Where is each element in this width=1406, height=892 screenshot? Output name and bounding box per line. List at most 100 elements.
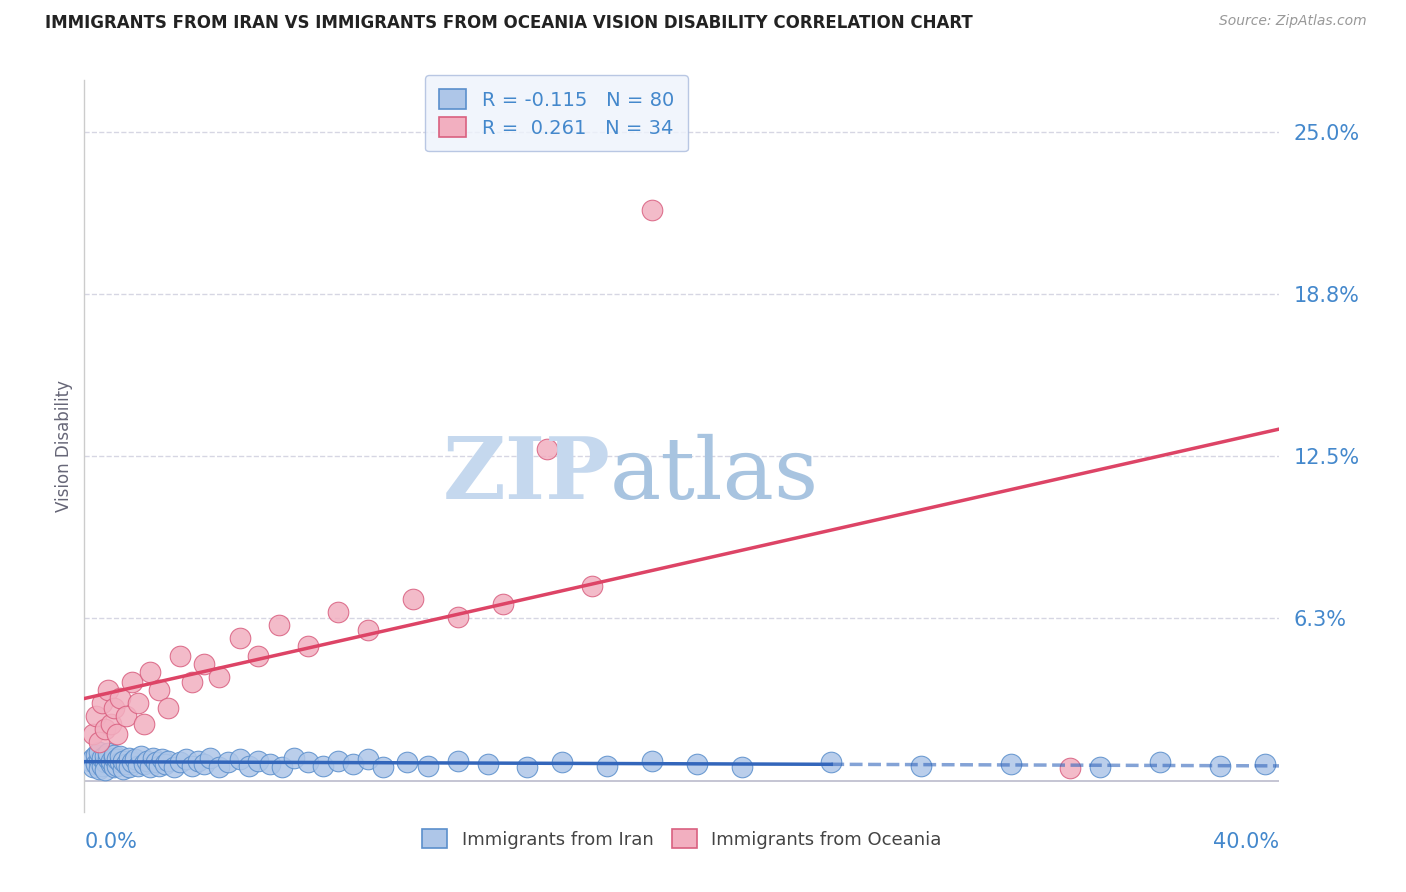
Point: [115, 756, 138, 771]
Point: [270, 760, 292, 774]
Point: [100, 754, 122, 768]
Point: [118, 760, 141, 774]
Point: [198, 751, 221, 765]
Point: [86, 756, 108, 771]
Point: [283, 751, 305, 765]
Text: Source: ZipAtlas.com: Source: ZipAtlas.com: [1219, 14, 1367, 29]
Point: [181, 758, 204, 772]
Point: [94, 763, 117, 777]
Point: [127, 696, 149, 710]
Point: [357, 623, 380, 637]
Point: [82, 751, 104, 765]
Point: [115, 708, 138, 723]
Point: [150, 752, 173, 766]
Point: [103, 747, 125, 762]
Point: [157, 754, 180, 768]
Point: [187, 754, 209, 768]
Point: [228, 752, 252, 766]
Point: [581, 579, 603, 593]
Point: [238, 758, 260, 772]
Point: [1059, 761, 1081, 775]
Point: [110, 749, 132, 764]
Point: [208, 670, 231, 684]
Point: [402, 592, 425, 607]
Point: [82, 727, 104, 741]
Point: [516, 760, 538, 774]
Point: [112, 754, 135, 768]
Point: [148, 758, 170, 772]
Text: ZIP: ZIP: [443, 434, 610, 517]
Point: [163, 760, 186, 774]
Point: [103, 701, 125, 715]
Point: [157, 701, 180, 715]
Point: [641, 754, 664, 768]
Point: [1149, 756, 1171, 770]
Point: [94, 749, 117, 764]
Point: [148, 682, 170, 697]
Point: [169, 649, 191, 664]
Point: [97, 752, 120, 766]
Point: [217, 756, 239, 770]
Point: [127, 758, 149, 772]
Point: [97, 682, 120, 697]
Point: [132, 756, 156, 771]
Point: [731, 760, 754, 774]
Point: [193, 756, 215, 771]
Point: [169, 756, 191, 770]
Point: [121, 756, 143, 770]
Point: [193, 657, 215, 671]
Point: [103, 751, 125, 765]
Point: [94, 722, 117, 736]
Point: [342, 756, 364, 771]
Point: [297, 639, 319, 653]
Point: [492, 597, 515, 611]
Point: [91, 751, 114, 765]
Point: [100, 756, 122, 771]
Point: [82, 760, 104, 774]
Point: [416, 758, 439, 772]
Point: [259, 756, 281, 771]
Point: [447, 610, 470, 624]
Point: [100, 716, 122, 731]
Point: [267, 618, 290, 632]
Point: [312, 758, 335, 772]
Point: [551, 756, 574, 770]
Point: [124, 752, 146, 766]
Point: [328, 754, 350, 768]
Text: IMMIGRANTS FROM IRAN VS IMMIGRANTS FROM OCEANIA VISION DISABILITY CORRELATION CH: IMMIGRANTS FROM IRAN VS IMMIGRANTS FROM …: [45, 14, 973, 32]
Point: [139, 760, 162, 774]
Point: [105, 752, 128, 766]
Point: [89, 754, 111, 768]
Point: [89, 745, 111, 759]
Point: [89, 762, 111, 776]
Point: [89, 734, 111, 748]
Point: [91, 696, 114, 710]
Point: [129, 749, 152, 764]
Point: [246, 754, 269, 768]
Point: [139, 665, 162, 679]
Point: [396, 756, 419, 770]
Text: 0.0%: 0.0%: [84, 832, 138, 853]
Point: [132, 716, 156, 731]
Point: [174, 752, 197, 766]
Point: [145, 756, 167, 770]
Text: atlas: atlas: [610, 434, 820, 516]
Point: [228, 631, 252, 645]
Point: [596, 758, 619, 772]
Point: [208, 760, 231, 774]
Y-axis label: Vision Disability: Vision Disability: [55, 380, 73, 512]
Point: [357, 752, 380, 766]
Point: [110, 756, 132, 770]
Point: [86, 708, 108, 723]
Point: [477, 756, 499, 771]
Point: [86, 747, 108, 762]
Point: [1090, 760, 1112, 774]
Point: [536, 442, 558, 456]
Point: [297, 756, 319, 770]
Point: [373, 760, 395, 774]
Point: [97, 746, 120, 760]
Point: [112, 762, 135, 776]
Point: [246, 649, 269, 664]
Point: [181, 675, 204, 690]
Point: [91, 758, 114, 772]
